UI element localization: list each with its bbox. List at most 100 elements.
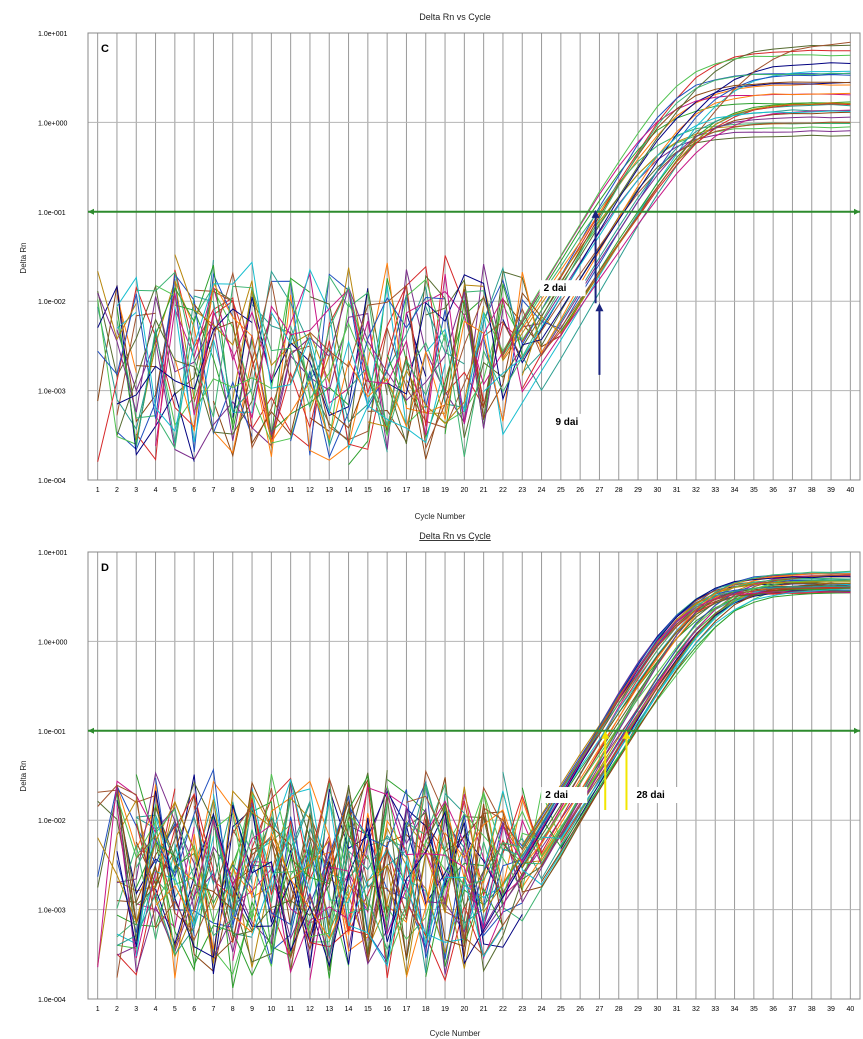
- annotation-label: 2 dai: [544, 283, 567, 294]
- x-tick-label: 20: [460, 1006, 468, 1013]
- x-tick-label: 30: [653, 487, 661, 494]
- amplification-curves: [97, 570, 851, 989]
- y-tick-label: 1.0e-001: [38, 729, 66, 736]
- amplification-curve: [116, 101, 851, 445]
- x-tick-label: 39: [827, 1006, 835, 1013]
- amplification-curve: [155, 109, 851, 436]
- x-tick-label: 4: [154, 487, 158, 494]
- amplification-curve: [97, 580, 851, 966]
- x-tick-label: 18: [422, 487, 430, 494]
- y-tick-label: 1.0e-004: [38, 478, 66, 485]
- amplification-curve: [135, 591, 851, 948]
- amplification-curve: [174, 102, 851, 466]
- amplification-curve: [97, 102, 851, 448]
- y-tick-label: 1.0e-002: [38, 818, 66, 825]
- amplification-curve: [174, 589, 851, 968]
- x-tick-label: 33: [711, 1006, 719, 1013]
- amplification-curve: [97, 103, 851, 431]
- amplification-curve: [136, 81, 851, 460]
- x-tick-label: 29: [634, 487, 642, 494]
- x-tick-label: 24: [538, 1006, 546, 1013]
- x-tick-label: 27: [596, 487, 604, 494]
- y-tick-label: 1.0e-001: [38, 210, 66, 217]
- amplification-curve: [116, 110, 851, 444]
- threshold-arrow-right: [854, 727, 860, 734]
- x-tick-label: 5: [173, 1006, 177, 1013]
- x-tick-label: 19: [441, 487, 449, 494]
- x-tick-label: 19: [441, 1006, 449, 1013]
- x-tick-label: 35: [750, 487, 758, 494]
- amplification-curve: [97, 582, 851, 976]
- x-tick-label: 32: [692, 487, 700, 494]
- x-axis-ticks: 1 2 3 4 5 6 7 8 9 10 11 12 13 14 15 16 17 18 19 20 21 22 23 24 2…: [96, 487, 855, 494]
- x-tick-label: 22: [499, 1006, 507, 1013]
- horizontal-gridlines: [88, 32, 860, 481]
- x-tick-label: 36: [769, 1006, 777, 1013]
- x-tick-label: 7: [211, 1006, 215, 1013]
- x-tick-label: 1: [96, 487, 100, 494]
- x-tick-label: 8: [231, 487, 235, 494]
- x-tick-label: 3: [134, 1006, 138, 1013]
- annotations: 2 dai 9 dai: [539, 209, 604, 430]
- x-tick-label: 35: [750, 1006, 758, 1013]
- x-tick-label: 30: [653, 1006, 661, 1013]
- x-tick-label: 16: [383, 1006, 391, 1013]
- x-tick-label: 28: [615, 487, 623, 494]
- x-tick-label: 13: [325, 1006, 333, 1013]
- x-tick-label: 28: [615, 1006, 623, 1013]
- x-tick-label: 9: [250, 487, 254, 494]
- annotation-label-bg: [539, 280, 586, 297]
- x-tick-label: 16: [383, 487, 391, 494]
- x-tick-label: 26: [576, 487, 584, 494]
- amplification-curves: [97, 41, 851, 466]
- x-axis-label: Cycle Number: [430, 1029, 481, 1038]
- x-tick-label: 17: [403, 487, 411, 494]
- x-tick-label: 4: [154, 1006, 158, 1013]
- y-tick-label: 1.0e-004: [38, 997, 66, 1004]
- amplification-curve: [136, 72, 851, 457]
- x-tick-label: 31: [673, 1006, 681, 1013]
- y-axis-ticks: 1.0e+001 1.0e+000 1.0e-001 1.0e-002 1.0e-003…: [38, 550, 67, 1004]
- y-tick-label: 1.0e+000: [38, 639, 67, 646]
- annotation-label-bg: [551, 413, 598, 430]
- x-tick-label: 7: [211, 487, 215, 494]
- amplification-curve: [97, 116, 851, 441]
- panel-letter: D: [101, 562, 109, 574]
- x-tick-label: 6: [192, 1006, 196, 1013]
- x-tick-label: 37: [789, 487, 797, 494]
- x-tick-label: 12: [306, 487, 314, 494]
- x-tick-label: 14: [345, 487, 353, 494]
- annotation-arrowhead: [622, 730, 631, 739]
- x-tick-label: 2: [115, 1006, 119, 1013]
- x-tick-label: 26: [576, 1006, 584, 1013]
- amplification-curve: [174, 92, 851, 444]
- x-tick-label: 36: [769, 487, 777, 494]
- x-tick-label: 25: [557, 487, 565, 494]
- amplification-curve: [136, 586, 851, 938]
- x-tick-label: 34: [731, 1006, 739, 1013]
- y-tick-label: 1.0e-002: [38, 299, 66, 306]
- annotation-arrowhead: [595, 303, 604, 312]
- annotation-arrowhead: [591, 209, 600, 218]
- panel-letter: C: [101, 43, 109, 55]
- x-tick-label: 20: [460, 487, 468, 494]
- y-axis-ticks: 1.0e+001 1.0e+000 1.0e-001 1.0e-002 1.0e-003…: [38, 31, 67, 485]
- x-tick-label: 3: [134, 487, 138, 494]
- amplification-curve: [135, 49, 851, 461]
- panel-d: Delta Rn vs Cycle 1.0e+001 1.0e+000 1.0e-0…: [0, 522, 863, 1039]
- x-tick-label: 15: [364, 487, 372, 494]
- threshold-arrow-right: [854, 208, 860, 215]
- x-tick-label: 24: [538, 487, 546, 494]
- x-tick-label: 27: [596, 1006, 604, 1013]
- x-tick-label: 11: [287, 487, 294, 494]
- x-tick-label: 37: [789, 1006, 797, 1013]
- amplification-curve: [135, 583, 851, 957]
- amplification-curve: [193, 41, 851, 450]
- y-tick-label: 1.0e-003: [38, 389, 66, 396]
- x-tick-label: 31: [673, 487, 681, 494]
- x-tick-label: 6: [192, 487, 196, 494]
- x-tick-label: 25: [557, 1006, 565, 1013]
- plot-area-frame: [87, 32, 861, 481]
- x-tick-label: 34: [731, 487, 739, 494]
- annotation-arrowhead: [601, 730, 610, 739]
